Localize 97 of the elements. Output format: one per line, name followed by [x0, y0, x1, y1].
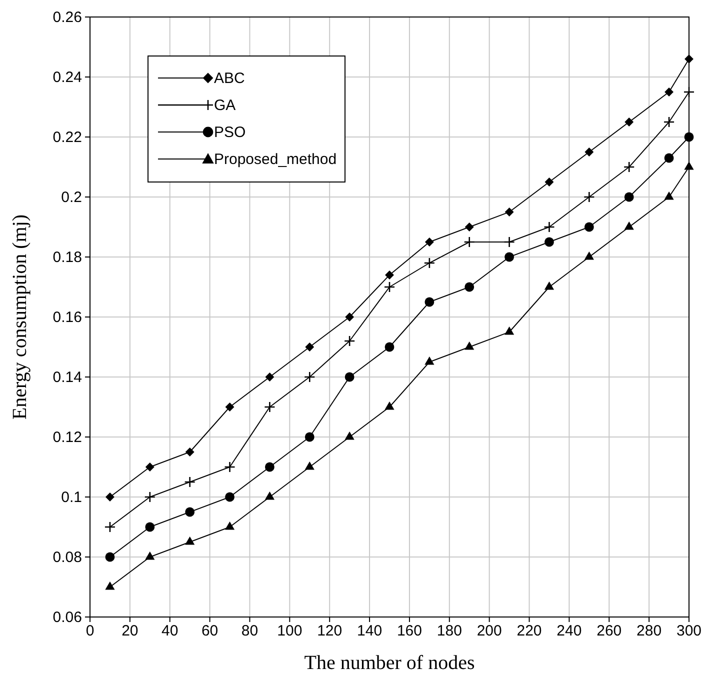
point	[345, 312, 354, 322]
y-tick-label: 0.24	[52, 68, 82, 86]
point	[544, 221, 555, 233]
x-tick-label: 200	[476, 622, 502, 640]
x-tick-label: 140	[357, 622, 382, 640]
x-tick-label: 240	[556, 622, 582, 640]
point	[424, 238, 434, 246]
point	[145, 462, 154, 472]
point	[624, 192, 634, 202]
point	[623, 161, 635, 173]
point	[624, 118, 634, 126]
point	[683, 86, 695, 98]
point	[663, 116, 675, 128]
point	[464, 282, 474, 292]
x-tick-label: 260	[596, 622, 622, 640]
point	[344, 431, 354, 440]
x-tick-label: 100	[277, 622, 302, 640]
y-axis-title: Energy consumption (mj)	[9, 214, 31, 420]
point	[584, 148, 594, 156]
point	[684, 54, 694, 64]
x-tick-label: 0	[86, 622, 94, 640]
point	[225, 402, 234, 412]
point	[544, 178, 554, 186]
point	[264, 491, 275, 500]
point	[624, 221, 634, 230]
y-tick-label: 0.08	[52, 548, 82, 566]
x-tick-label: 280	[636, 622, 662, 640]
y-tick-label: 0.2	[61, 188, 82, 206]
legend-label: ABC	[214, 70, 246, 87]
point	[305, 342, 314, 352]
point	[105, 581, 115, 590]
point	[544, 237, 554, 247]
point	[184, 476, 196, 488]
point	[384, 401, 394, 410]
point	[264, 462, 274, 472]
point	[384, 281, 396, 293]
point	[105, 552, 115, 562]
point	[304, 432, 314, 442]
y-tick-label: 0.1	[61, 488, 82, 506]
point	[104, 521, 116, 533]
point	[344, 335, 356, 347]
legend-label: PSO	[214, 124, 246, 141]
point	[264, 401, 276, 413]
point	[344, 372, 354, 382]
x-tick-label: 160	[396, 622, 422, 640]
point	[304, 461, 314, 470]
point	[145, 551, 155, 560]
point	[504, 326, 514, 335]
point	[185, 448, 194, 456]
point	[684, 161, 694, 170]
point	[224, 521, 235, 530]
point	[584, 251, 594, 260]
x-axis-title: The number of nodes	[304, 652, 475, 674]
point	[304, 371, 316, 383]
point	[424, 297, 434, 307]
x-tick-label: 180	[436, 622, 462, 640]
point	[385, 270, 394, 280]
point	[145, 522, 155, 532]
point	[384, 342, 394, 352]
point	[225, 492, 234, 502]
point	[544, 281, 554, 290]
point	[105, 492, 114, 502]
legend-label: Proposed_method	[214, 151, 337, 168]
point	[464, 222, 474, 232]
point	[144, 491, 156, 503]
point	[504, 252, 514, 262]
point	[265, 372, 274, 382]
legend-label: GA	[214, 97, 236, 114]
point	[584, 222, 594, 232]
y-tick-label: 0.22	[52, 128, 82, 146]
x-tick-label: 80	[241, 622, 258, 640]
point	[504, 208, 514, 216]
point	[464, 341, 474, 350]
point	[664, 88, 674, 96]
point	[504, 236, 515, 248]
point	[424, 356, 434, 365]
y-tick-label: 0.26	[52, 8, 82, 26]
x-tick-label: 60	[201, 622, 218, 640]
y-tick-label: 0.12	[52, 428, 82, 446]
x-tick-label: 40	[162, 622, 178, 640]
y-tick-label: 0.16	[52, 308, 82, 326]
point	[664, 153, 674, 163]
point	[464, 236, 476, 248]
y-tick-label: 0.14	[52, 368, 82, 386]
point	[224, 461, 236, 473]
point	[584, 191, 595, 203]
point	[185, 507, 195, 517]
y-tick-label: 0.06	[52, 608, 82, 626]
point	[684, 132, 694, 142]
x-tick-label: 220	[516, 622, 542, 640]
x-tick-label: 120	[317, 622, 342, 640]
point	[664, 191, 674, 200]
x-tick-label: 300	[676, 622, 702, 640]
x-tick-label: 20	[122, 622, 138, 640]
point	[424, 257, 436, 269]
y-tick-label: 0.18	[52, 248, 82, 266]
point	[185, 536, 195, 545]
